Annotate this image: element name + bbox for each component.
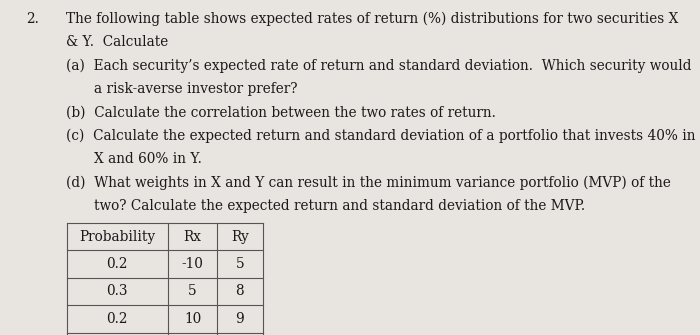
Text: (c)  Calculate the expected return and standard deviation of a portfolio that in: (c) Calculate the expected return and st… — [66, 129, 696, 143]
Text: (d)  What weights in X and Y can result in the minimum variance portfolio (MVP) : (d) What weights in X and Y can result i… — [66, 176, 671, 190]
Text: 0.2: 0.2 — [106, 257, 128, 271]
Text: (a)  Each security’s expected rate of return and standard deviation.  Which secu: (a) Each security’s expected rate of ret… — [66, 59, 692, 73]
Text: (b)  Calculate the correlation between the two rates of return.: (b) Calculate the correlation between th… — [66, 106, 496, 120]
Text: a risk-averse investor prefer?: a risk-averse investor prefer? — [94, 82, 298, 96]
Text: 0.3: 0.3 — [106, 284, 128, 298]
Text: -10: -10 — [181, 257, 204, 271]
Text: 10: 10 — [184, 312, 201, 326]
Text: Rx: Rx — [183, 229, 202, 244]
Text: 9: 9 — [235, 312, 244, 326]
Text: Probability: Probability — [79, 229, 155, 244]
Text: 8: 8 — [235, 284, 244, 298]
Text: 2.: 2. — [27, 12, 39, 26]
Text: & Y.  Calculate: & Y. Calculate — [66, 35, 169, 49]
Text: two? Calculate the expected return and standard deviation of the MVP.: two? Calculate the expected return and s… — [94, 199, 586, 213]
Text: Ry: Ry — [231, 229, 248, 244]
Text: 5: 5 — [188, 284, 197, 298]
Text: X and 60% in Y.: X and 60% in Y. — [94, 152, 202, 166]
Text: 0.2: 0.2 — [106, 312, 128, 326]
Text: The following table shows expected rates of return (%) distributions for two sec: The following table shows expected rates… — [66, 12, 679, 26]
Text: 5: 5 — [235, 257, 244, 271]
